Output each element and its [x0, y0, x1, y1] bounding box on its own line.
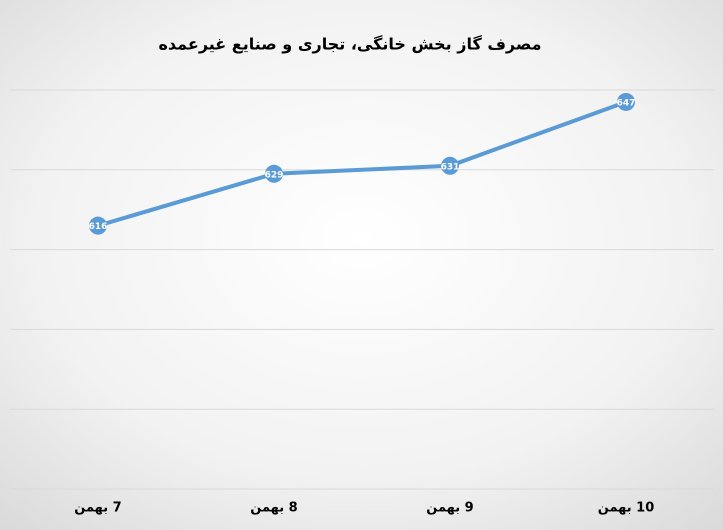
x-tick-label: 7 بهمن [74, 501, 121, 516]
data-label: 616 [89, 222, 108, 232]
x-tick-label: 10 بهمن [598, 501, 655, 516]
data-label: 647 [617, 98, 636, 108]
data-label: 629 [265, 170, 284, 180]
marker [265, 164, 283, 183]
line [97, 100, 627, 228]
marker [89, 216, 107, 235]
marker [617, 92, 635, 111]
x-tick-label: 9 بهمن [426, 501, 473, 516]
data-label: 631 [441, 162, 460, 172]
chart-title: مصرف گاز بخش خانگی، تجاری و صنایع غیرعمد… [158, 35, 541, 54]
marker [441, 156, 459, 175]
x-tick-label: 8 بهمن [250, 501, 297, 516]
